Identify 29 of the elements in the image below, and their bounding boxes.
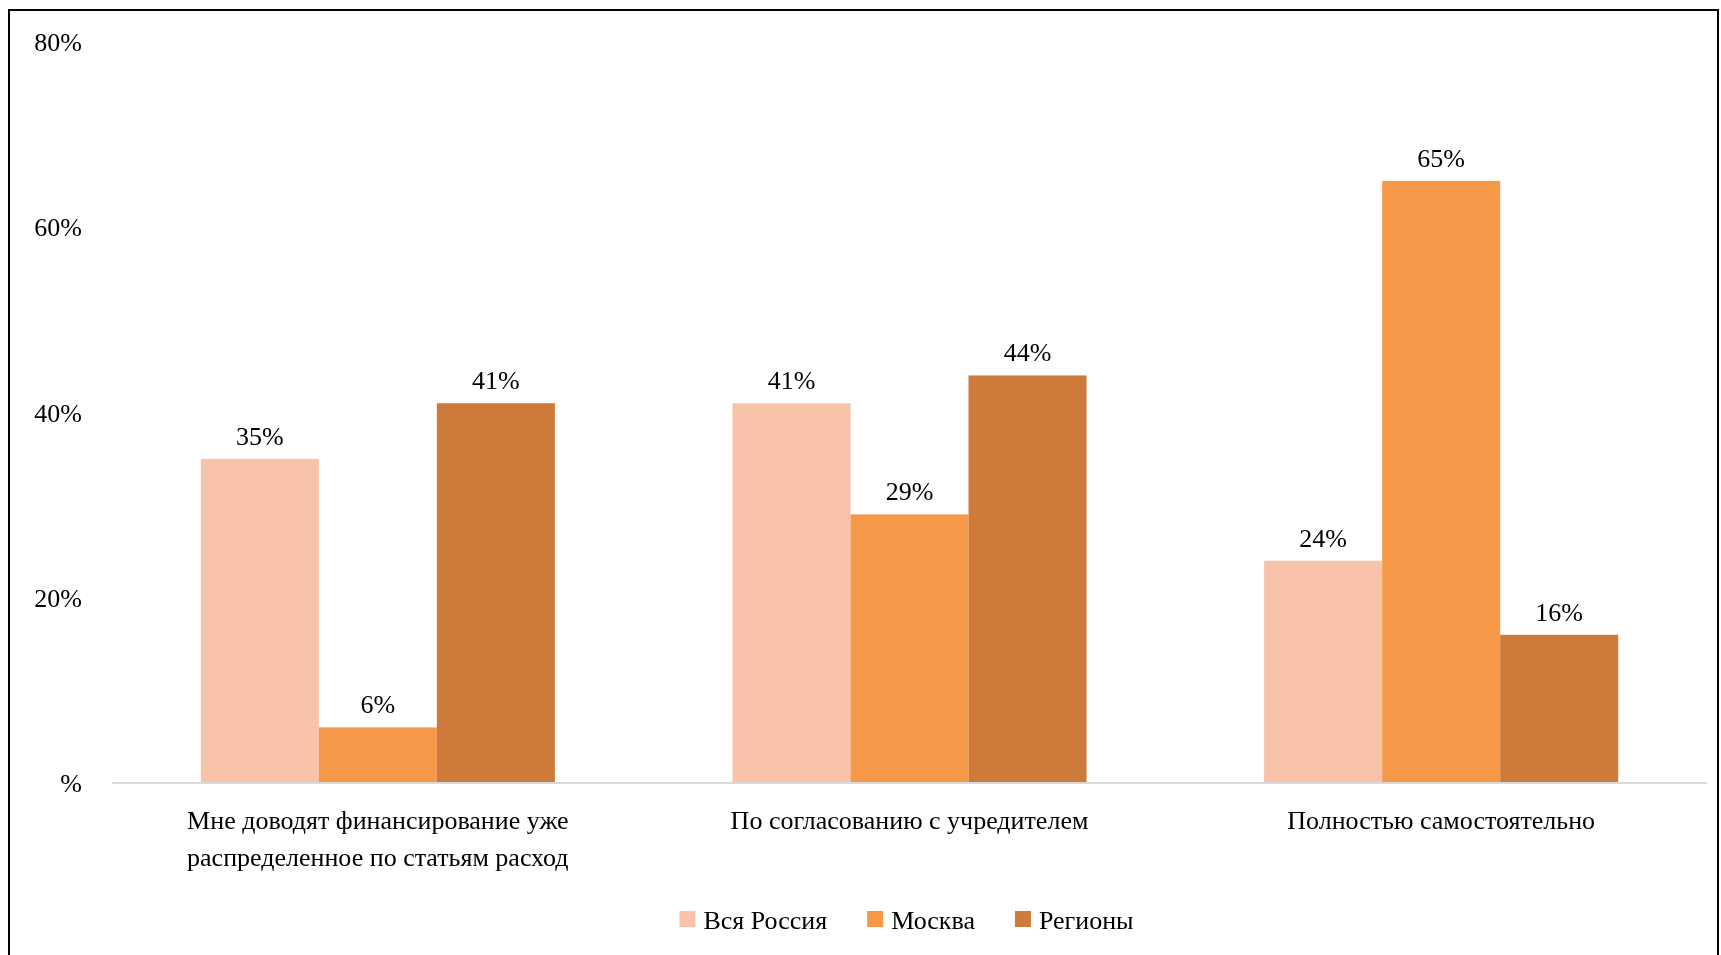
data-label: 44% — [1003, 338, 1052, 368]
x-tick-label: По согласованию с учредителем — [730, 806, 1089, 835]
data-label: 16% — [1535, 597, 1584, 627]
data-label: 41% — [472, 366, 520, 396]
bar — [436, 403, 555, 783]
bar — [732, 403, 851, 783]
data-label: 29% — [885, 477, 934, 507]
data-label: 65% — [1417, 143, 1465, 173]
data-label: 35% — [235, 421, 284, 451]
bar — [1264, 560, 1383, 783]
bar — [850, 514, 969, 783]
y-tick-label: 40% — [34, 398, 82, 428]
bar — [1500, 634, 1619, 783]
y-tick-label: 20% — [34, 583, 82, 613]
bar — [968, 375, 1087, 783]
legend-label: Москва — [891, 906, 976, 936]
legend-label: Регионы — [1038, 906, 1134, 936]
x-tick-label: Полностью самостоятельно — [1287, 806, 1596, 835]
bar — [200, 458, 319, 783]
x-tick-label: Мне доводят финансирование уже распределенное по статьям расход — [187, 806, 569, 872]
y-tick-label: % — [60, 769, 82, 799]
data-label: 6% — [360, 690, 396, 720]
legend-label: Вся Россия — [703, 906, 828, 936]
y-tick-label: 80% — [34, 28, 82, 58]
data-label: 24% — [1299, 523, 1347, 553]
data-label: 41% — [767, 366, 816, 396]
bar — [318, 727, 437, 783]
bar — [1382, 180, 1501, 783]
y-tick-label: 60% — [34, 213, 82, 243]
